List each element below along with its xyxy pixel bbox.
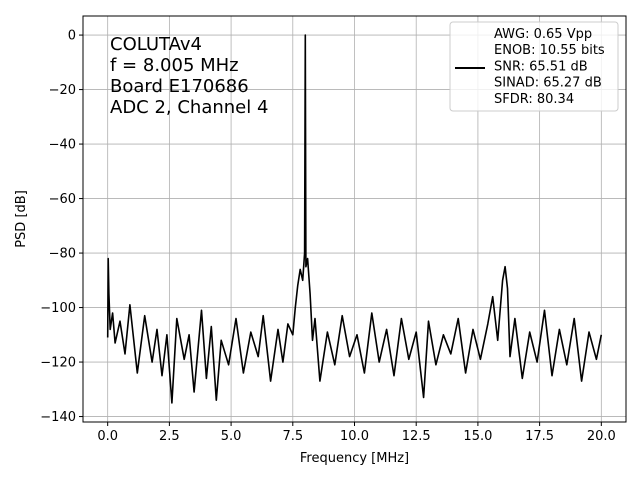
legend: AWG: 0.65 Vpp ENOB: 10.55 bits SNR: 65.5… [449,21,619,112]
legend-entry-awg: AWG: 0.65 Vpp [494,27,592,42]
y-tick-label: −140 [40,410,76,425]
tick-layer: 0.0 2.5 5.0 7.5 10.0 12.5 15.0 17.5 20.0 0 −20 −40 −… [40,29,616,444]
annotation-line-4: ADC 2, Channel 4 [110,97,268,118]
legend-entry-snr: SNR: 65.51 dB [494,59,588,74]
x-tick-label: 15.0 [463,429,492,444]
legend-entry-enob: ENOB: 10.55 bits [494,43,605,58]
y-tick-label: −60 [49,192,76,207]
x-tick-label: 17.5 [525,429,554,444]
legend-entry-sinad: SINAD: 65.27 dB [494,76,602,91]
x-tick-label: 20.0 [587,429,616,444]
y-axis-label: PSD [dB] [14,190,29,248]
x-tick-label: 0.0 [97,429,118,444]
x-tick-label: 12.5 [402,429,431,444]
y-tick-label: −20 [49,83,76,98]
legend-box [449,21,619,112]
annotation-text: COLUTAv4 f = 8.005 MHz Board E170686 ADC… [110,34,268,118]
annotation-line-2: f = 8.005 MHz [110,55,239,76]
y-tick-label: −80 [49,247,76,262]
x-tick-label: 10.0 [340,429,369,444]
x-tick-label: 2.5 [159,429,180,444]
annotation-line-1: COLUTAv4 [110,34,202,55]
y-tick-label: −120 [40,356,76,371]
grid [83,16,626,422]
y-tick-label: 0 [68,29,76,44]
psd-series-line [106,34,603,404]
data-layer [106,34,603,404]
y-tick-label: −100 [40,301,76,316]
y-tick-label: −40 [49,138,76,153]
x-axis-label: Frequency [MHz] [300,451,409,466]
x-tick-label: 5.0 [221,429,242,444]
legend-entry-sfdr: SFDR: 80.34 [494,92,574,107]
x-tick-label: 7.5 [282,429,303,444]
annotation-line-3: Board E170686 [110,76,249,97]
